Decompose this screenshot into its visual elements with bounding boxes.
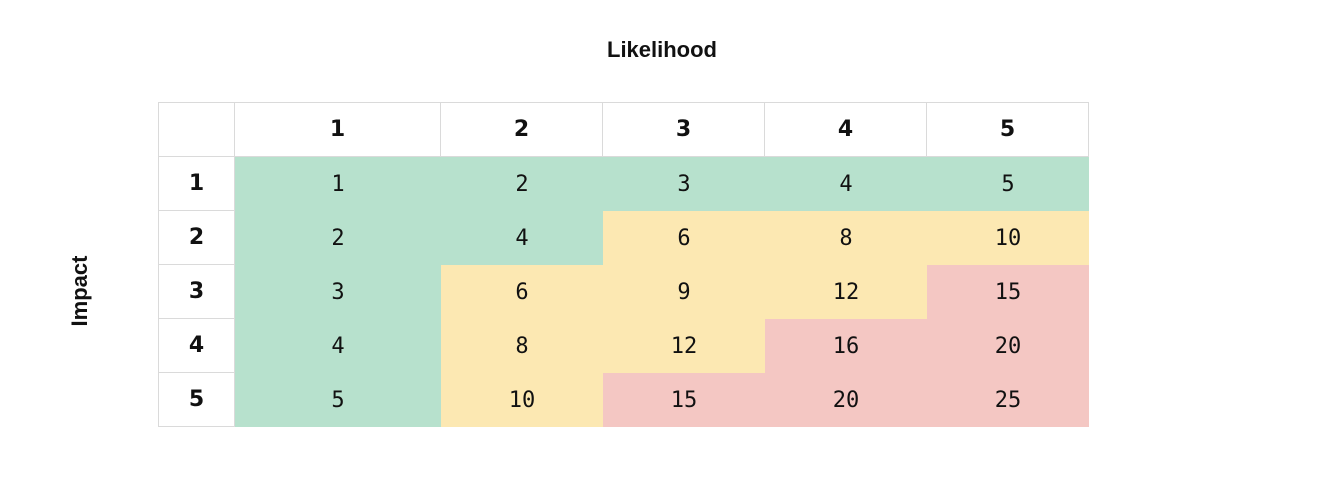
risk-cell: 1: [235, 157, 441, 211]
risk-cell: 12: [765, 265, 927, 319]
risk-cell: 20: [765, 373, 927, 427]
impact-header-3: 3: [158, 265, 235, 319]
risk-cell: 5: [927, 157, 1089, 211]
risk-cell: 6: [441, 265, 603, 319]
risk-cell: 2: [441, 157, 603, 211]
risk-matrix: 1 2 3 4 5 1 1 2 3 4 5 2 2 4 6 8 10 3 3 6…: [158, 102, 1089, 427]
risk-cell: 5: [235, 373, 441, 427]
risk-cell: 6: [603, 211, 765, 265]
risk-cell: 15: [603, 373, 765, 427]
matrix-corner: [158, 102, 235, 157]
risk-cell: 4: [235, 319, 441, 373]
likelihood-header-1: 1: [235, 102, 441, 157]
impact-header-5: 5: [158, 373, 235, 427]
risk-cell: 12: [603, 319, 765, 373]
risk-cell: 3: [235, 265, 441, 319]
likelihood-axis-title: Likelihood: [607, 37, 717, 62]
impact-axis-title: Impact: [67, 255, 92, 327]
likelihood-header-3: 3: [603, 102, 765, 157]
risk-cell: 10: [927, 211, 1089, 265]
likelihood-header-2: 2: [441, 102, 603, 157]
risk-cell: 9: [603, 265, 765, 319]
risk-cell: 4: [765, 157, 927, 211]
likelihood-header-4: 4: [765, 102, 927, 157]
risk-cell: 8: [441, 319, 603, 373]
risk-cell: 20: [927, 319, 1089, 373]
risk-cell: 3: [603, 157, 765, 211]
risk-cell: 25: [927, 373, 1089, 427]
risk-cell: 10: [441, 373, 603, 427]
risk-cell: 4: [441, 211, 603, 265]
risk-cell: 2: [235, 211, 441, 265]
risk-cell: 8: [765, 211, 927, 265]
impact-header-1: 1: [158, 157, 235, 211]
risk-cell: 16: [765, 319, 927, 373]
impact-header-4: 4: [158, 319, 235, 373]
impact-header-2: 2: [158, 211, 235, 265]
likelihood-header-5: 5: [927, 102, 1089, 157]
risk-cell: 15: [927, 265, 1089, 319]
